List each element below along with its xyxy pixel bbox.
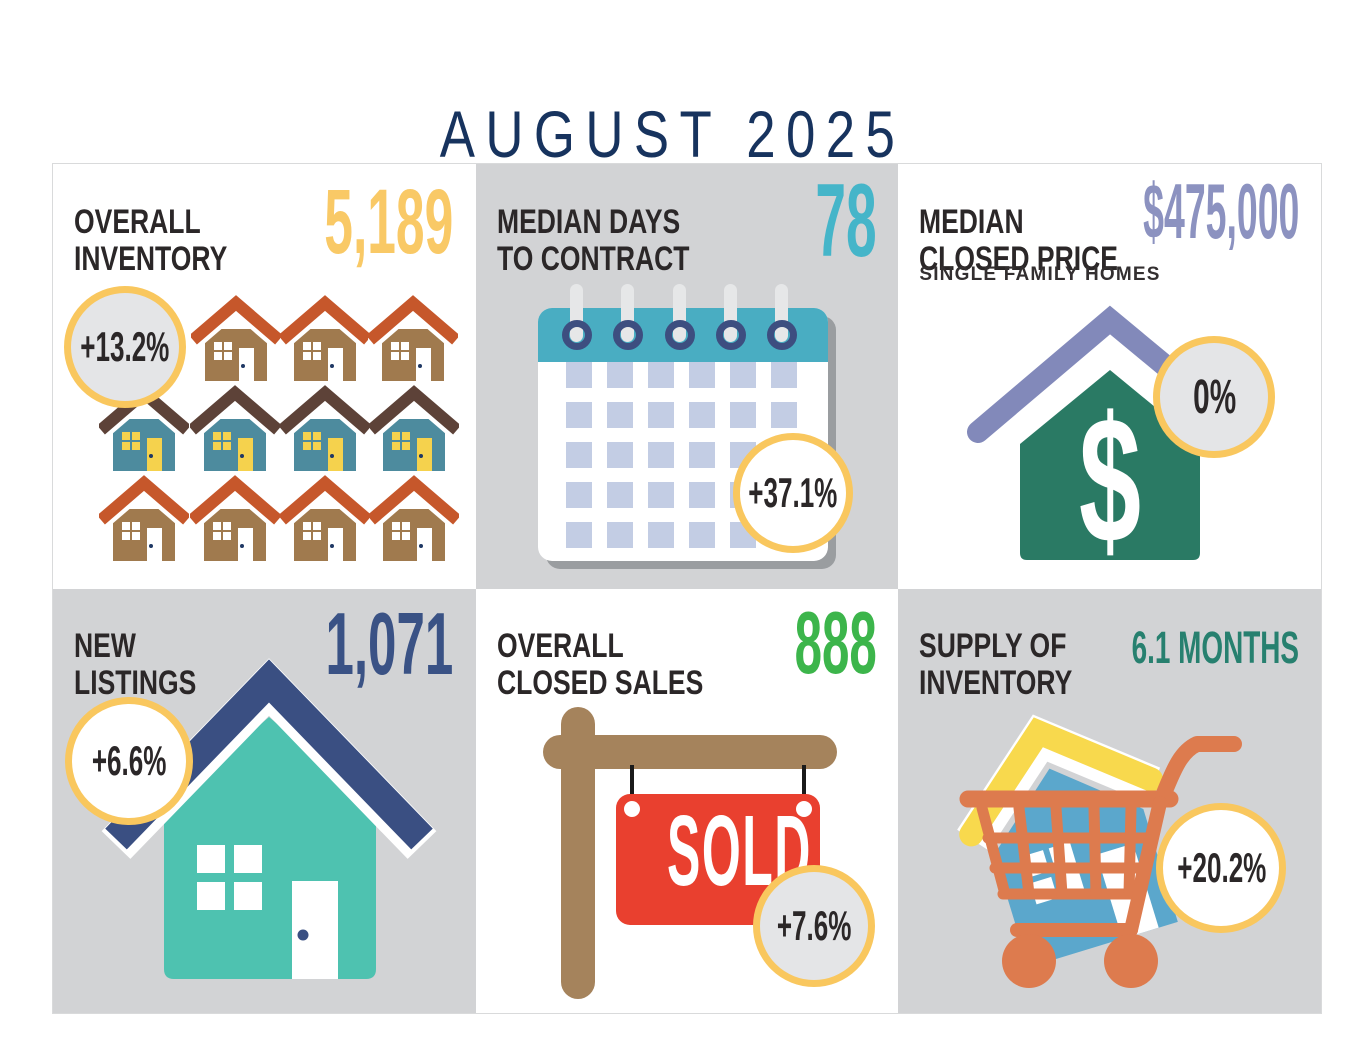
panel-median-closed-price: MEDIAN CLOSED PRICE SINGLE FAMILY HOMES … <box>898 164 1321 589</box>
stats-grid: OVERALL INVENTORY 5,189 +13.2% MEDIAN DA… <box>52 163 1322 1014</box>
panel-label-line2: CLOSED PRICE <box>919 239 1119 278</box>
panel-label: SUPPLY OF INVENTORY <box>919 628 1115 702</box>
panel-label-line1: OVERALL <box>74 202 201 241</box>
panel-median-days-to-contract: MEDIAN DAYS TO CONTRACT 78 +37.1% <box>475 164 899 589</box>
cart-house-icon <box>957 713 1243 988</box>
change-badge-label: 0% <box>1192 370 1236 424</box>
calendar-ring-icon <box>664 284 695 374</box>
calendar-ring-icon <box>612 284 643 374</box>
stat-value: 6.1 MONTHS <box>1131 621 1299 673</box>
change-badge: +37.1% <box>732 433 853 553</box>
change-badge: +6.6% <box>65 696 193 825</box>
calendar-ring-icon <box>715 284 746 374</box>
change-badge: 0% <box>1153 336 1276 458</box>
stat-value: $475,000 <box>1142 167 1299 255</box>
change-badge-label: +7.6% <box>776 901 851 949</box>
panel-label-line2: LISTINGS <box>74 664 197 703</box>
svg-text:$: $ <box>1079 379 1141 581</box>
panel-overall-closed-sales: OVERALL CLOSED SALES 888 SOLD +7.6% <box>475 588 899 1013</box>
panel-label-line1: OVERALL <box>496 627 624 666</box>
panel-label: MEDIAN CLOSED PRICE <box>919 202 1174 278</box>
panel-label-line2: INVENTORY <box>919 664 1073 703</box>
panel-label: NEW LISTINGS <box>74 628 231 702</box>
panel-label-line1: MEDIAN DAYS <box>496 202 680 241</box>
sold-sign-label: SOLD <box>666 794 812 907</box>
change-badge: +20.2% <box>1156 802 1287 933</box>
change-badge-label: +6.6% <box>91 736 167 784</box>
panel-label-line1: NEW <box>74 627 136 666</box>
stat-value: 78 <box>815 164 877 279</box>
stat-value: 1,071 <box>325 593 454 693</box>
page-title: AUGUST 2025 <box>439 97 906 172</box>
panel-supply-of-inventory: SUPPLY OF INVENTORY 6.1 MONTHS <box>898 588 1321 1013</box>
panel-new-listings: NEW LISTINGS 1,071 +6.6% <box>53 588 476 1013</box>
change-badge-label: +13.2% <box>80 323 170 370</box>
change-badge-label: +20.2% <box>1176 843 1266 891</box>
panel-label: OVERALL CLOSED SALES <box>497 628 761 702</box>
panel-label: OVERALL INVENTORY <box>74 202 270 278</box>
panel-label-line1: SUPPLY OF <box>919 627 1067 666</box>
panel-label-line2: TO CONTRACT <box>496 239 690 278</box>
change-badge: +7.6% <box>752 864 875 987</box>
panel-label: MEDIAN DAYS TO CONTRACT <box>496 202 744 278</box>
panel-label-line2: CLOSED SALES <box>496 664 703 703</box>
stat-value: 888 <box>794 592 877 692</box>
panel-overall-inventory: OVERALL INVENTORY 5,189 +13.2% <box>53 164 476 589</box>
calendar-ring-icon <box>561 284 592 374</box>
stat-value: 5,189 <box>324 171 454 273</box>
panel-label-line1: MEDIAN <box>919 202 1024 241</box>
panel-label-line2: INVENTORY <box>74 239 228 278</box>
change-badge: +13.2% <box>64 286 186 408</box>
change-badge-label: +37.1% <box>748 469 838 516</box>
calendar-ring-icon <box>766 284 797 374</box>
panel-subtitle: SINGLE FAMILY HOMES <box>919 264 1161 285</box>
